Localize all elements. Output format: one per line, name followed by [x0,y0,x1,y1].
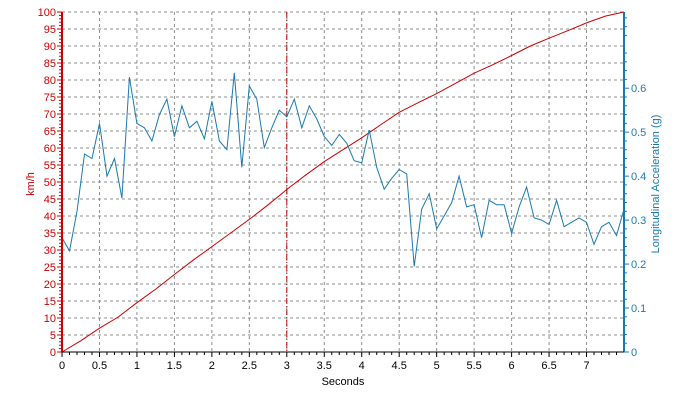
left-tick-label: 45 [44,194,56,206]
right-tick-label: 0.6 [631,83,646,95]
left-tick-label: 95 [44,24,56,36]
x-tick-label: 6.5 [541,360,556,372]
x-tick-label: 2.5 [242,360,257,372]
left-tick-label: 60 [44,143,56,155]
left-tick-label: 80 [44,75,56,87]
x-tick-label: 1.5 [167,360,182,372]
x-tick-label: 7 [583,360,589,372]
left-tick-label: 50 [44,177,56,189]
speed-series-line [61,11,625,353]
left-tick-label: 40 [44,211,56,223]
left-tick-label: 15 [44,296,56,308]
x-tick-label: 4.5 [392,360,407,372]
left-tick-label: 35 [44,228,56,240]
x-tick-label: 3 [284,360,290,372]
series-lines [61,11,625,353]
right-axis-title: Longitudinal Acceleration (g) [650,115,662,254]
ticks: 0 0.5 1 1.5 2 2.5 3 3.5 4 4.5 5 5.5 6 6.5 705101520253… [38,7,647,372]
x-tick-label: 0.5 [92,360,107,372]
left-tick-label: 0 [50,347,56,359]
left-tick-label: 65 [44,126,56,138]
x-tick-label: 6 [509,360,515,372]
right-tick-label: 0.2 [631,259,646,271]
x-axis-title: Seconds [322,376,365,388]
right-tick-label: 0 [631,347,637,359]
right-tick-label: 0.1 [631,303,646,315]
left-axis-title: km/h [25,172,37,196]
left-tick-label: 25 [44,262,56,274]
right-tick-label: 0.3 [631,215,646,227]
left-tick-label: 30 [44,245,56,257]
x-tick-label: 5 [434,360,440,372]
left-tick-label: 20 [44,279,56,291]
left-tick-label: 5 [50,330,56,342]
right-tick-label: 0.4 [631,171,646,183]
x-tick-label: 5.5 [466,360,481,372]
x-tick-label: 4 [359,360,365,372]
grid [62,11,624,352]
acceleration-series-line [61,72,625,267]
left-tick-label: 100 [38,7,56,19]
x-tick-label: 1 [134,360,140,372]
x-tick-label: 2 [209,360,215,372]
left-tick-label: 90 [44,41,56,53]
left-tick-label: 55 [44,160,56,172]
left-tick-label: 75 [44,92,56,104]
left-tick-label: 85 [44,58,56,70]
x-tick-label: 3.5 [317,360,332,372]
left-tick-label: 10 [44,313,56,325]
left-tick-label: 70 [44,109,56,121]
x-tick-label: 0 [59,360,65,372]
right-tick-label: 0.5 [631,127,646,139]
